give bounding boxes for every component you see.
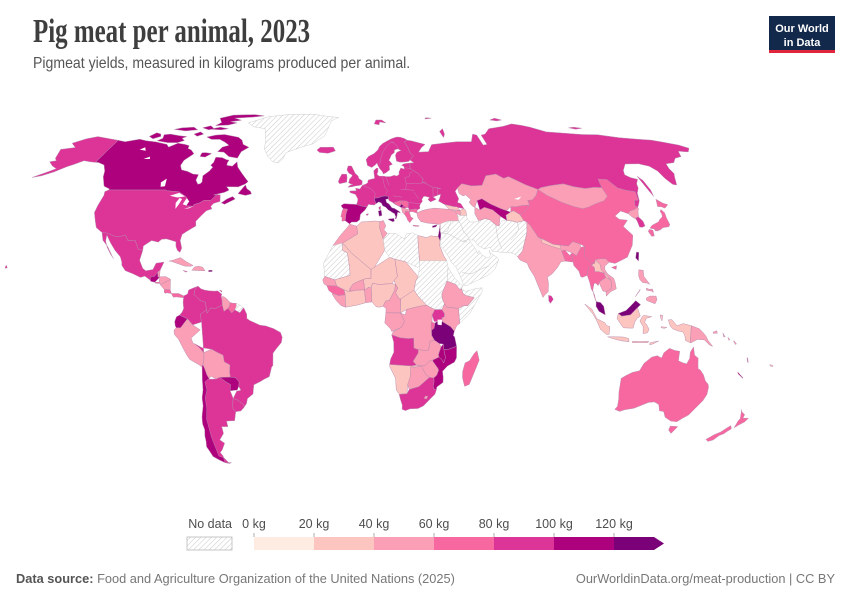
svg-text:100 kg: 100 kg xyxy=(535,517,573,531)
svg-text:80 kg: 80 kg xyxy=(479,517,510,531)
svg-text:40 kg: 40 kg xyxy=(359,517,390,531)
svg-text:20 kg: 20 kg xyxy=(299,517,330,531)
svg-text:60 kg: 60 kg xyxy=(419,517,450,531)
svg-text:120 kg: 120 kg xyxy=(595,517,633,531)
svg-text:No data: No data xyxy=(188,517,232,531)
svg-text:0 kg: 0 kg xyxy=(242,517,266,531)
